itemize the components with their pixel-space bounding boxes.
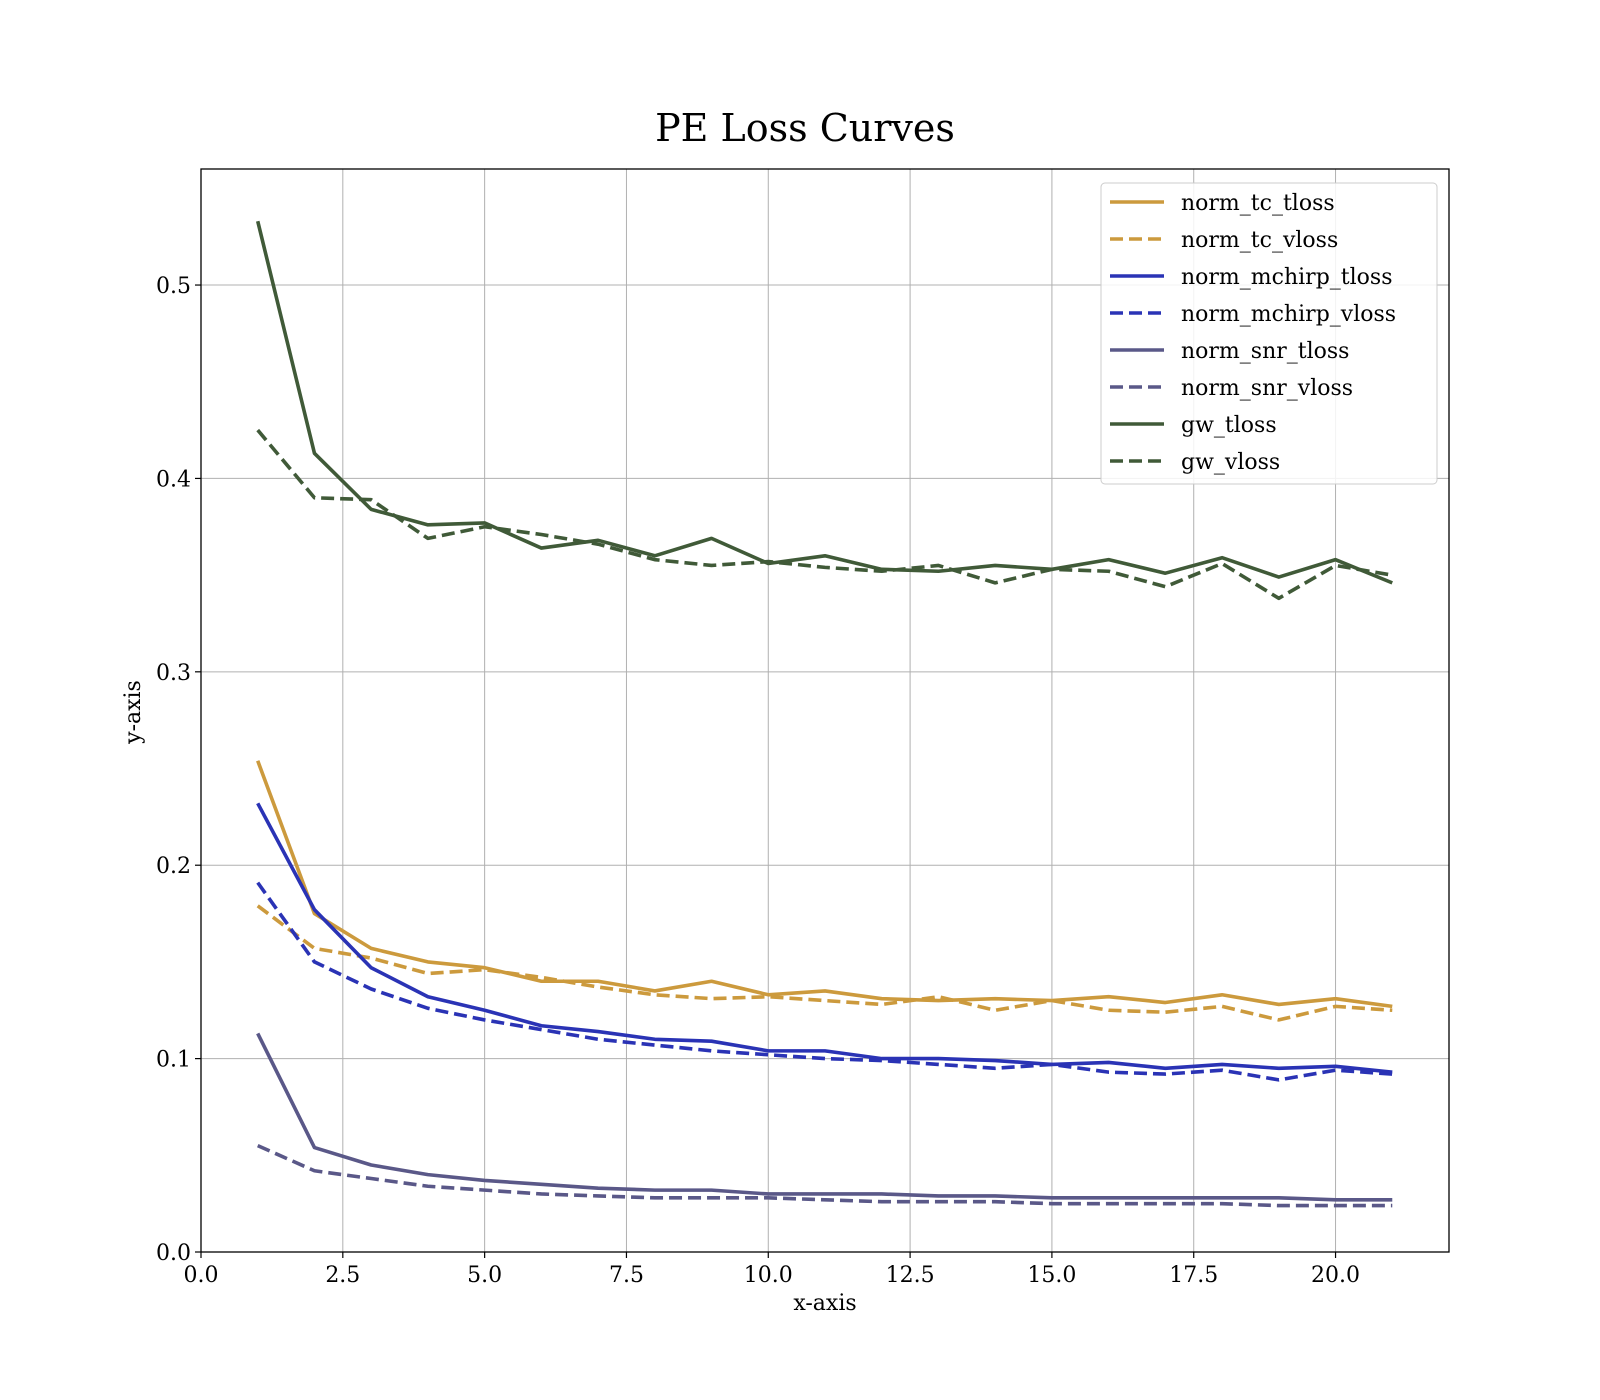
x-axis-label: x-axis	[793, 1291, 856, 1316]
y-axis-label: y-axis	[121, 680, 146, 745]
plot-frame	[200, 168, 1450, 1253]
legend-label-norm-mchirp-tloss: norm_mchirp_tloss	[1181, 265, 1392, 290]
legend-label-gw-tloss: gw_tloss	[1181, 413, 1277, 438]
legend-label-norm-mchirp-vloss: norm_mchirp_vloss	[1181, 302, 1396, 327]
series-line-norm-snr-vloss	[256, 1143, 1393, 1208]
legend-label-norm-snr-vloss: norm_snr_vloss	[1181, 376, 1353, 401]
legend-label-norm-snr-tloss: norm_snr_tloss	[1181, 339, 1349, 364]
x-tick-label: 12.5	[886, 1263, 935, 1288]
y-tick-label: 0.0	[156, 1241, 191, 1266]
series-line-gw-vloss	[256, 428, 1393, 601]
x-axis-ticks: 0.0 2.5 5.0 7.5 10.0 12.5 15.0 17.5 20.0	[184, 1252, 1360, 1288]
x-tick-label: 17.5	[1169, 1263, 1218, 1288]
series-line-norm-mchirp-tloss	[256, 802, 1393, 1074]
series-line-norm-snr-tloss	[256, 1032, 1393, 1202]
legend-label-norm-tc-vloss: norm_tc_vloss	[1181, 228, 1338, 253]
x-tick-label: 10.0	[744, 1263, 793, 1288]
y-tick-label: 0.3	[156, 661, 191, 686]
series-line-gw-tloss	[255, 220, 1393, 585]
x-tick-label: 5.0	[467, 1263, 502, 1288]
x-tick-label: 15.0	[1027, 1263, 1076, 1288]
series-layer	[255, 220, 1393, 1208]
y-tick-label: 0.1	[156, 1048, 191, 1073]
x-tick-label: 0.0	[184, 1263, 219, 1288]
y-tick-label: 0.2	[156, 854, 191, 879]
series-line-norm-mchirp-vloss	[256, 881, 1393, 1082]
x-tick-label: 2.5	[325, 1263, 360, 1288]
x-tick-label: 7.5	[609, 1263, 644, 1288]
legend-label-norm-tc-tloss: norm_tc_tloss	[1181, 191, 1335, 216]
y-tick-label: 0.4	[156, 467, 191, 492]
y-axis-ticks: 0.0 0.1 0.2 0.3 0.4 0.5	[156, 274, 201, 1266]
chart-title: PE Loss Curves	[655, 106, 955, 150]
y-tick-label: 0.5	[156, 274, 191, 299]
legend-label-gw-vloss: gw_vloss	[1181, 450, 1280, 475]
legend-box	[1100, 182, 1438, 485]
x-tick-label: 20.0	[1311, 1263, 1360, 1288]
series-line-norm-tc-tloss	[256, 760, 1393, 1009]
legend: norm_tc_tloss norm_tc_vloss norm_mchirp_tl…	[1100, 182, 1438, 485]
